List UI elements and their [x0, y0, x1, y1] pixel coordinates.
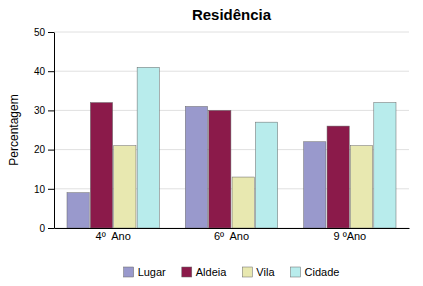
tick: 9 ºAno: [333, 230, 366, 242]
bar: [232, 177, 254, 228]
tick: 10: [34, 184, 54, 195]
axis-title: Percentagem: [7, 94, 21, 165]
bar: [209, 110, 231, 228]
axis-line: [54, 33, 55, 229]
bar: [255, 122, 277, 228]
bars: [67, 67, 396, 228]
bar: [67, 193, 89, 228]
tick-mark: [48, 228, 54, 229]
legend-label: Cidade: [305, 266, 340, 278]
tick-label: 30: [34, 105, 46, 116]
legend-entry: Aldeia: [182, 266, 227, 278]
plot: 0 10 20 30 40 50 4º Ano 6º Ano 9 ºAno: [34, 27, 410, 243]
tick-label: 0: [39, 223, 45, 234]
legend-label: Lugar: [138, 266, 166, 278]
bar: [374, 103, 396, 228]
title: Residência: [192, 6, 272, 23]
bar: [304, 142, 326, 228]
legend-swatch: [291, 267, 301, 277]
axis-line: [55, 228, 410, 229]
bar: [327, 126, 349, 228]
legend-swatch: [124, 267, 134, 277]
bar: [185, 106, 207, 228]
y-axis: 0 10 20 30 40 50: [34, 27, 55, 234]
grid: [54, 32, 409, 228]
tick: 40: [34, 66, 54, 77]
legend-label: Aldeia: [196, 266, 227, 278]
tick-mark: [48, 71, 54, 72]
legend-swatch: [182, 267, 192, 277]
tick-mark: [48, 189, 54, 190]
tick: 4º Ano: [96, 230, 131, 242]
bar: [137, 67, 159, 228]
tick: 0: [39, 223, 54, 234]
tick: 50: [34, 27, 54, 38]
tick: 20: [34, 144, 54, 155]
grid-line: [54, 32, 409, 33]
tick-mark: [48, 110, 54, 111]
tick-label: 4º Ano: [96, 230, 131, 242]
legend-entry: Cidade: [291, 266, 340, 278]
chart: 0 10 20 30 40 50 4º Ano 6º Ano 9 ºAno Residência P…: [0, 0, 423, 286]
tick-label: 6º Ano: [214, 230, 249, 242]
legend-label: Vila: [256, 266, 275, 278]
x-axis: 4º Ano 6º Ano 9 ºAno: [55, 229, 410, 243]
legend-entry: Vila: [242, 266, 275, 278]
tick-label: 9 ºAno: [333, 230, 366, 242]
legend-entry: Lugar: [124, 266, 166, 278]
legend-swatch: [242, 267, 252, 277]
grid-line: [54, 71, 409, 72]
tick-label: 50: [34, 27, 46, 38]
tick-mark: [48, 32, 54, 33]
tick: 30: [34, 105, 54, 116]
tick-label: 20: [34, 144, 46, 155]
legend: Lugar Aldeia Vila Cidade: [124, 266, 340, 278]
bar: [114, 146, 136, 228]
bar: [90, 103, 112, 228]
tick: 6º Ano: [214, 230, 249, 242]
tick-mark: [48, 150, 54, 151]
tick-label: 40: [34, 66, 46, 77]
tick-label: 10: [34, 184, 46, 195]
bar: [350, 146, 372, 228]
